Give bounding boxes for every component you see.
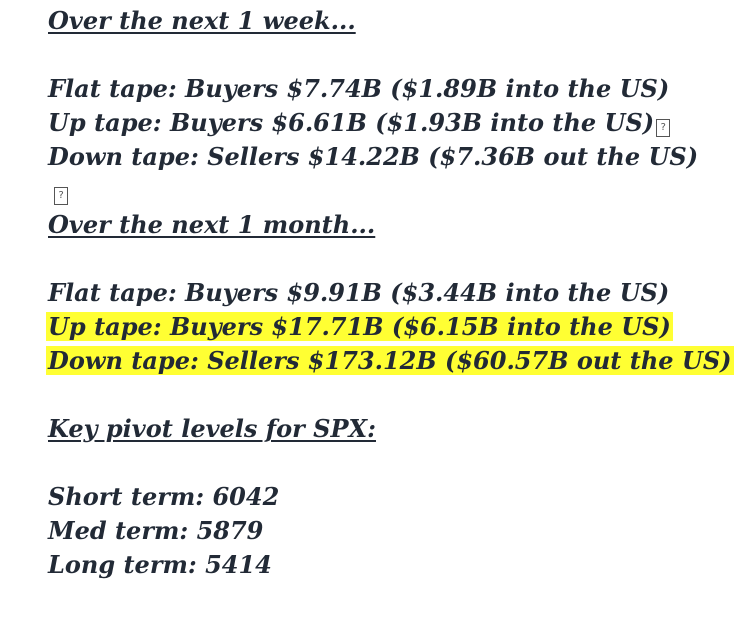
pivots-heading: Key pivot levels for SPX: bbox=[48, 414, 376, 443]
week-down-line: Down tape: Sellers $14.22B ($7.36B out t… bbox=[48, 142, 699, 171]
pivot-med-term: Med term: 5879 bbox=[48, 516, 264, 545]
document-body: Over the next 1 week... Flat tape: Buyer… bbox=[46, 4, 734, 582]
week-up-line: Up tape: Buyers $6.61B ($1.93B into the … bbox=[48, 106, 728, 140]
pivot-short-term: Short term: 6042 bbox=[48, 482, 280, 511]
month-up-highlighted: Up tape: Buyers $17.71B ($6.15B into the… bbox=[46, 312, 673, 341]
week-up-text: Up tape: Buyers $6.61B ($1.93B into the … bbox=[48, 108, 655, 137]
month-down-line: Down tape: Sellers $173.12B ($60.57B out… bbox=[46, 344, 734, 378]
month-heading-line: Over the next 1 month... bbox=[48, 208, 728, 242]
month-down-highlighted: Down tape: Sellers $173.12B ($60.57B out… bbox=[46, 346, 734, 375]
pivots-heading-line: Key pivot levels for SPX: bbox=[48, 412, 728, 446]
week-flat-line: Flat tape: Buyers $7.74B ($1.89B into th… bbox=[48, 74, 670, 103]
missing-glyph-icon: ? bbox=[54, 187, 68, 205]
spacer bbox=[48, 38, 728, 72]
pivot-long-term: Long term: 5414 bbox=[48, 550, 272, 579]
week-heading-line: Over the next 1 week... bbox=[48, 4, 728, 38]
month-flat-line: Flat tape: Buyers $9.91B ($3.44B into th… bbox=[48, 278, 670, 307]
week-glyph-line: ? bbox=[48, 174, 728, 208]
week-heading: Over the next 1 week... bbox=[48, 6, 356, 35]
month-up-line: Up tape: Buyers $17.71B ($6.15B into the… bbox=[46, 310, 728, 344]
spacer bbox=[48, 378, 728, 412]
month-heading: Over the next 1 month... bbox=[48, 210, 376, 239]
spacer bbox=[48, 242, 728, 276]
spacer bbox=[48, 446, 728, 480]
missing-glyph-icon: ? bbox=[656, 119, 671, 137]
